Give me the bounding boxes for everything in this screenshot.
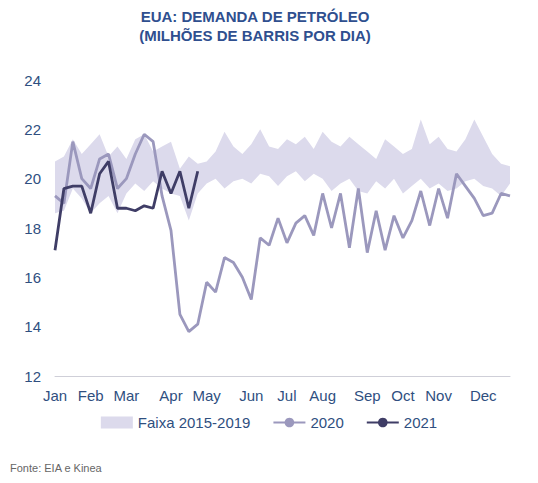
svg-text:Oct: Oct [391,387,415,404]
svg-text:Mar: Mar [113,387,139,404]
svg-text:2021: 2021 [404,414,437,431]
svg-text:16: 16 [24,269,41,286]
svg-text:24: 24 [24,72,41,89]
svg-text:Faixa 2015-2019: Faixa 2015-2019 [138,414,251,431]
svg-text:18: 18 [24,220,41,237]
svg-text:May: May [192,387,221,404]
svg-text:2020: 2020 [310,414,343,431]
svg-text:Apr: Apr [159,387,182,404]
svg-text:Jun: Jun [239,387,263,404]
svg-text:Jan: Jan [43,387,67,404]
svg-text:20: 20 [24,170,41,187]
svg-text:EUA: DEMANDA DE PETRÓLEO: EUA: DEMANDA DE PETRÓLEO [141,8,370,25]
svg-text:Sep: Sep [354,387,381,404]
svg-text:Fonte: EIA e Kinea: Fonte: EIA e Kinea [10,462,103,474]
svg-text:12: 12 [24,368,41,385]
svg-text:(MILHÕES DE BARRIS POR DIA): (MILHÕES DE BARRIS POR DIA) [139,27,371,44]
svg-text:Jul: Jul [277,387,296,404]
svg-text:Aug: Aug [309,387,336,404]
svg-text:Dec: Dec [470,387,497,404]
svg-text:Feb: Feb [78,387,104,404]
svg-text:22: 22 [24,121,41,138]
svg-text:Nov: Nov [425,387,452,404]
svg-text:14: 14 [24,318,41,335]
